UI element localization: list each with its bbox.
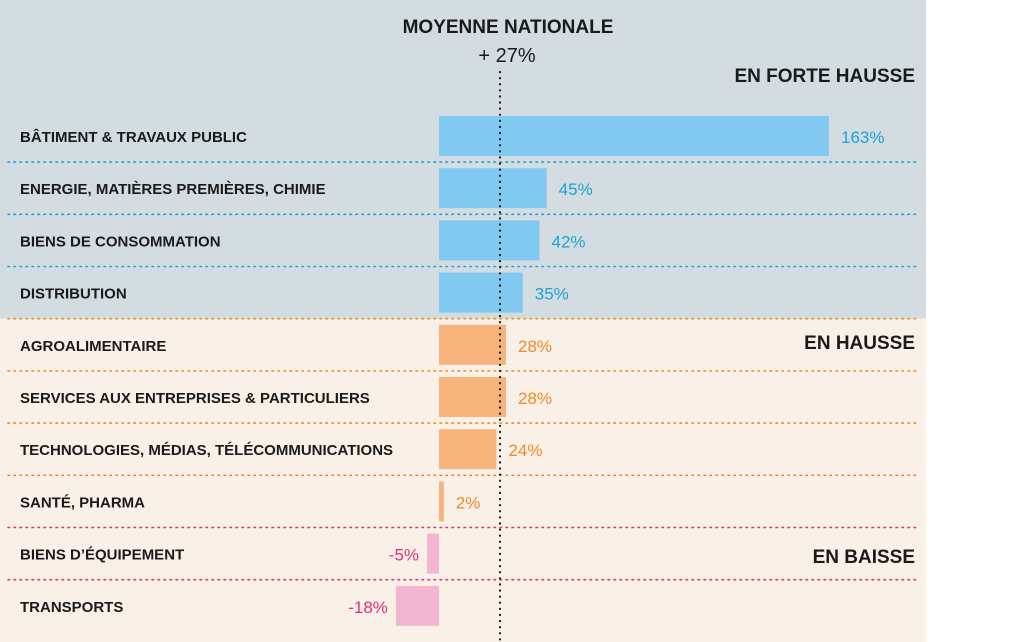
- category-label: BÂTIMENT & TRAVAUX PUBLIC: [20, 128, 247, 146]
- value-label: 163%: [841, 128, 884, 147]
- bar: [439, 377, 506, 417]
- reference-title: MOYENNE NATIONALE: [403, 17, 614, 38]
- bar: [427, 533, 439, 574]
- value-label: 28%: [518, 389, 552, 408]
- category-label: SANTÉ, PHARMA: [20, 494, 145, 511]
- labels: BÂTIMENT & TRAVAUX PUBLIC 163% ENERGIE, MA…: [20, 66, 915, 617]
- row-dividers: [7, 161, 917, 581]
- bar: [439, 481, 444, 522]
- value-label: 45%: [559, 180, 593, 199]
- value-label: 42%: [551, 232, 585, 251]
- category-label: TRANSPORTS: [20, 599, 123, 616]
- bar: [439, 272, 523, 313]
- bars: [395, 116, 829, 626]
- category-label: AGROALIMENTAIRE: [20, 338, 166, 355]
- category-label: DISTRIBUTION: [20, 286, 127, 303]
- value-label: 28%: [518, 337, 552, 356]
- zone-label: EN FORTE HAUSSE: [734, 66, 915, 87]
- category-label: ENERGIE, MATIÈRES PREMIÈRES, CHIMIE: [20, 181, 326, 198]
- bar: [439, 429, 497, 470]
- category-label: BIENS DE CONSOMMATION: [20, 233, 221, 250]
- bar: [395, 585, 439, 626]
- reference-line-group: MOYENNE NATIONALE + 27%: [403, 17, 614, 642]
- bar: [439, 324, 506, 365]
- category-label: BIENS D’ÉQUIPEMENT: [20, 547, 184, 564]
- bar: [439, 220, 540, 261]
- value-label: -18%: [348, 598, 388, 617]
- category-label: TECHNOLOGIES, MÉDIAS, TÉLÉCOMMUNICATIONS: [20, 442, 393, 459]
- reference-value: + 27%: [478, 45, 535, 67]
- zone-label: EN HAUSSE: [804, 333, 915, 354]
- value-label: 2%: [456, 493, 481, 512]
- value-label: 35%: [535, 285, 569, 304]
- bar: [439, 168, 547, 209]
- value-label: 24%: [508, 441, 542, 460]
- zone-label: EN BAISSE: [813, 547, 915, 568]
- bar: [439, 116, 829, 156]
- value-label: -5%: [389, 546, 419, 565]
- zone-background: [0, 527, 926, 642]
- category-label: SERVICES AUX ENTREPRISES & PARTICULIERS: [20, 390, 370, 407]
- zone-background: [0, 0, 926, 319]
